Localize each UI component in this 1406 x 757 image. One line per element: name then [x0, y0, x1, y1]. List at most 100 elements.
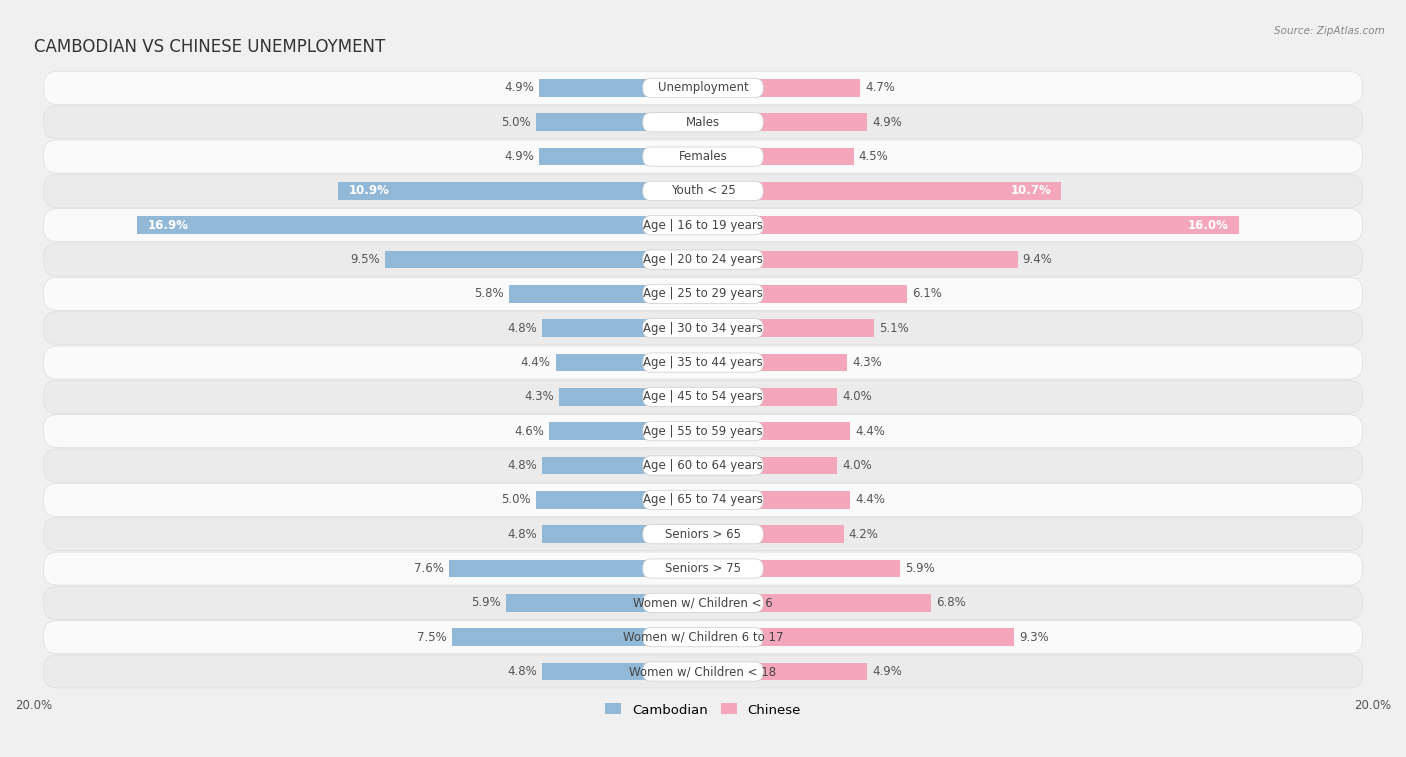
Text: 16.9%: 16.9%: [148, 219, 188, 232]
FancyBboxPatch shape: [643, 319, 763, 338]
Text: 4.3%: 4.3%: [524, 391, 554, 403]
Bar: [138, 217, 703, 234]
Text: Age | 65 to 74 years: Age | 65 to 74 years: [643, 494, 763, 506]
FancyBboxPatch shape: [643, 422, 763, 441]
Text: 6.1%: 6.1%: [912, 288, 942, 301]
Text: 9.4%: 9.4%: [1022, 253, 1053, 266]
Bar: [703, 319, 873, 337]
Text: Seniors > 75: Seniors > 75: [665, 562, 741, 575]
Text: Youth < 25: Youth < 25: [671, 185, 735, 198]
FancyBboxPatch shape: [643, 593, 763, 612]
Text: 4.4%: 4.4%: [520, 356, 551, 369]
Bar: [339, 182, 703, 200]
Text: 5.9%: 5.9%: [471, 597, 501, 609]
Text: Women w/ Children < 6: Women w/ Children < 6: [633, 597, 773, 609]
Text: Age | 45 to 54 years: Age | 45 to 54 years: [643, 391, 763, 403]
Bar: [560, 388, 703, 406]
Text: 4.8%: 4.8%: [508, 322, 537, 335]
FancyBboxPatch shape: [44, 655, 1362, 688]
Text: Age | 35 to 44 years: Age | 35 to 44 years: [643, 356, 763, 369]
Text: 4.0%: 4.0%: [842, 391, 872, 403]
Text: 4.4%: 4.4%: [855, 494, 886, 506]
Bar: [538, 148, 703, 166]
Bar: [703, 182, 1062, 200]
Text: Males: Males: [686, 116, 720, 129]
Text: 4.9%: 4.9%: [872, 665, 901, 678]
Bar: [703, 662, 868, 681]
FancyBboxPatch shape: [44, 106, 1362, 139]
FancyBboxPatch shape: [643, 181, 763, 201]
Bar: [703, 594, 931, 612]
FancyBboxPatch shape: [643, 456, 763, 475]
Text: 9.5%: 9.5%: [350, 253, 380, 266]
Text: 4.4%: 4.4%: [855, 425, 886, 438]
Text: Age | 60 to 64 years: Age | 60 to 64 years: [643, 459, 763, 472]
FancyBboxPatch shape: [44, 449, 1362, 482]
FancyBboxPatch shape: [44, 140, 1362, 173]
FancyBboxPatch shape: [44, 209, 1362, 241]
Bar: [555, 354, 703, 372]
FancyBboxPatch shape: [643, 353, 763, 372]
FancyBboxPatch shape: [44, 381, 1362, 413]
Bar: [543, 456, 703, 475]
FancyBboxPatch shape: [643, 525, 763, 544]
FancyBboxPatch shape: [44, 484, 1362, 516]
FancyBboxPatch shape: [44, 71, 1362, 104]
FancyBboxPatch shape: [44, 174, 1362, 207]
Bar: [509, 285, 703, 303]
FancyBboxPatch shape: [643, 388, 763, 407]
FancyBboxPatch shape: [643, 147, 763, 167]
Bar: [703, 285, 907, 303]
Text: 4.8%: 4.8%: [508, 528, 537, 540]
Text: Women w/ Children < 18: Women w/ Children < 18: [630, 665, 776, 678]
Bar: [703, 148, 853, 166]
FancyBboxPatch shape: [643, 491, 763, 509]
Text: 6.8%: 6.8%: [935, 597, 966, 609]
Bar: [451, 628, 703, 646]
Text: CAMBODIAN VS CHINESE UNEMPLOYMENT: CAMBODIAN VS CHINESE UNEMPLOYMENT: [34, 38, 385, 56]
Bar: [543, 319, 703, 337]
FancyBboxPatch shape: [643, 662, 763, 681]
FancyBboxPatch shape: [44, 346, 1362, 379]
Bar: [703, 422, 851, 440]
FancyBboxPatch shape: [643, 285, 763, 304]
Text: 7.5%: 7.5%: [418, 631, 447, 643]
Text: 5.0%: 5.0%: [501, 494, 530, 506]
FancyBboxPatch shape: [643, 216, 763, 235]
Text: Age | 20 to 24 years: Age | 20 to 24 years: [643, 253, 763, 266]
FancyBboxPatch shape: [643, 78, 763, 98]
Text: 16.0%: 16.0%: [1188, 219, 1229, 232]
Text: 5.8%: 5.8%: [474, 288, 503, 301]
FancyBboxPatch shape: [44, 621, 1362, 653]
Bar: [385, 251, 703, 269]
Text: Age | 16 to 19 years: Age | 16 to 19 years: [643, 219, 763, 232]
FancyBboxPatch shape: [643, 250, 763, 269]
Bar: [703, 217, 1239, 234]
Text: 4.9%: 4.9%: [872, 116, 901, 129]
FancyBboxPatch shape: [44, 312, 1362, 344]
Bar: [703, 388, 837, 406]
Bar: [449, 559, 703, 578]
Text: 4.0%: 4.0%: [842, 459, 872, 472]
FancyBboxPatch shape: [643, 113, 763, 132]
Text: 4.8%: 4.8%: [508, 665, 537, 678]
Text: 4.3%: 4.3%: [852, 356, 882, 369]
Text: 4.5%: 4.5%: [859, 150, 889, 163]
FancyBboxPatch shape: [643, 628, 763, 646]
Text: 4.9%: 4.9%: [505, 150, 534, 163]
FancyBboxPatch shape: [44, 415, 1362, 447]
Text: 5.9%: 5.9%: [905, 562, 935, 575]
FancyBboxPatch shape: [44, 552, 1362, 585]
Text: Age | 55 to 59 years: Age | 55 to 59 years: [643, 425, 763, 438]
Text: 4.8%: 4.8%: [508, 459, 537, 472]
Bar: [536, 491, 703, 509]
Text: Age | 30 to 34 years: Age | 30 to 34 years: [643, 322, 763, 335]
Bar: [703, 251, 1018, 269]
FancyBboxPatch shape: [44, 277, 1362, 310]
Text: 9.3%: 9.3%: [1019, 631, 1049, 643]
Bar: [703, 354, 846, 372]
Bar: [543, 525, 703, 543]
Bar: [548, 422, 703, 440]
Text: Unemployment: Unemployment: [658, 82, 748, 95]
Text: 10.9%: 10.9%: [349, 185, 389, 198]
